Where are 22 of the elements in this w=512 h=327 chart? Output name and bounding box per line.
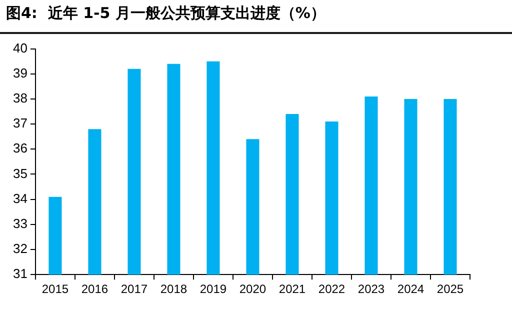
y-tick-label: 39 [12,65,28,80]
x-tick-label: 2019 [200,282,227,296]
x-tick-label: 2024 [397,282,424,296]
x-tick-label: 2016 [81,282,108,296]
y-tick-label: 31 [12,266,28,282]
y-tick-label: 35 [12,166,28,181]
x-tick-label: 2018 [160,282,188,296]
x-tick-label: 2020 [239,282,266,296]
x-tick-label: 2021 [278,282,306,296]
x-tick-label: 2025 [436,282,464,296]
x-tick-label: 2022 [318,282,346,296]
y-tick-label: 36 [12,140,28,156]
x-tick-label: 2017 [120,282,148,296]
y-tick-label: 33 [12,216,28,231]
y-tick-label: 32 [12,241,28,256]
chart-title: 图4: 近年 1-5 月一般公共预算支出进度（%） [6,4,326,23]
x-tick-label: 2023 [358,282,385,296]
y-tick-label: 37 [12,116,28,131]
y-tick-label: 34 [12,190,28,206]
y-tick-label: 38 [12,90,28,106]
y-tick-label: 40 [12,40,28,56]
x-tick-label: 2015 [42,282,69,296]
